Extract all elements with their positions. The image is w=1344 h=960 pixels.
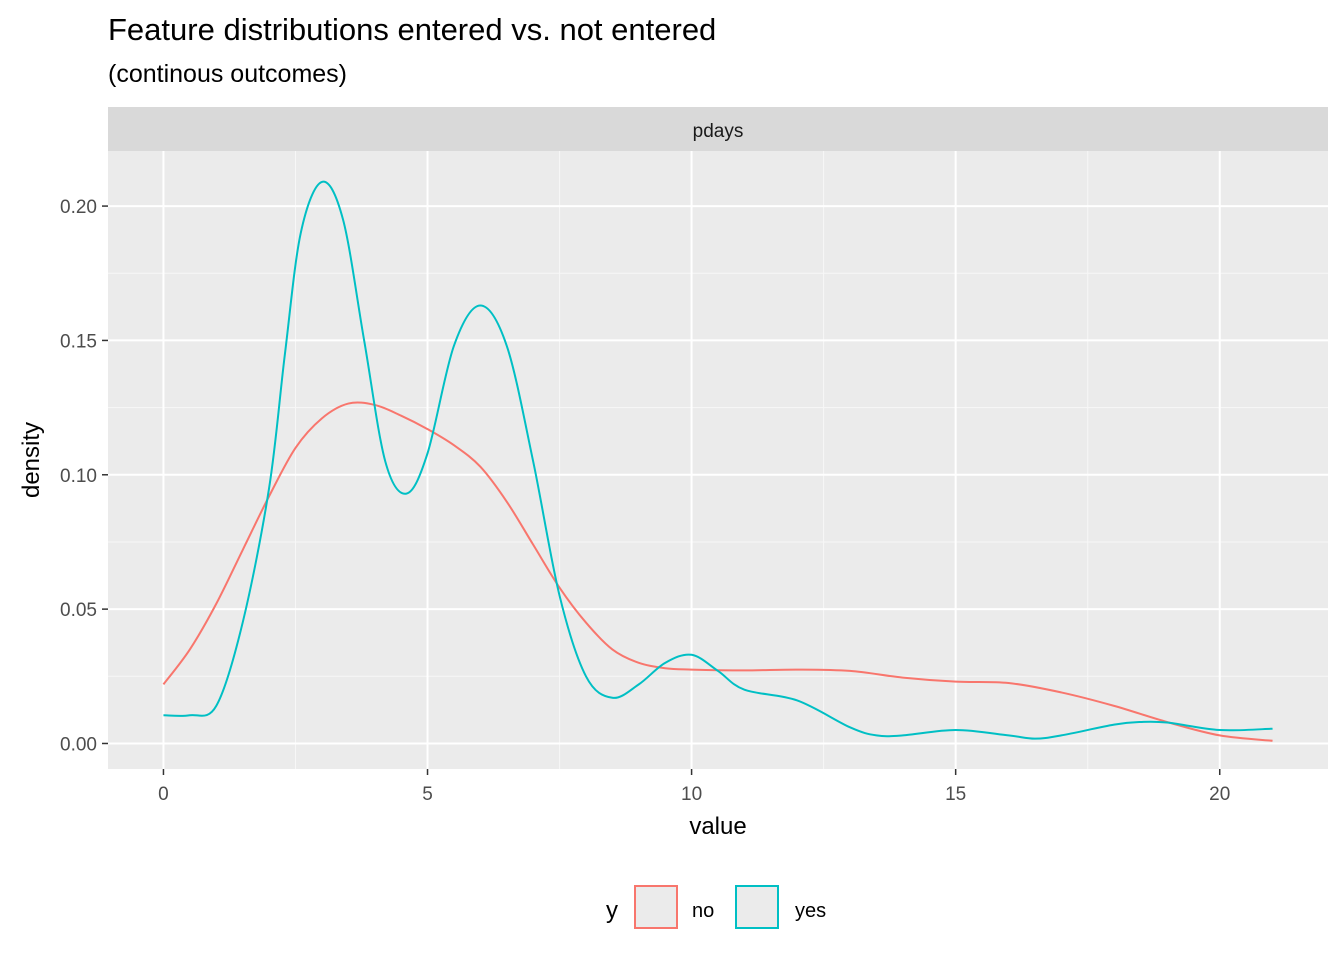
- major-grid: [108, 151, 1328, 769]
- x-tick-label: 20: [1209, 784, 1230, 805]
- series-line-yes: [163, 180, 1273, 740]
- y-tick-label: 0.00: [60, 734, 97, 755]
- chart-subtitle: (continous outcomes): [108, 60, 348, 88]
- facet-label: pdays: [693, 121, 744, 142]
- legend-label-yes: yes: [795, 900, 826, 922]
- series-lines: [162, 180, 1273, 742]
- x-tick-label: 0: [158, 784, 169, 805]
- chart-title: Feature distributions entered vs. not en…: [108, 12, 717, 47]
- legend: y no yes: [606, 885, 826, 929]
- y-tick-label: 0.05: [60, 600, 97, 621]
- series-line-no: [162, 401, 1273, 742]
- minor-grid: [108, 151, 1328, 769]
- legend-key-no: [634, 885, 678, 929]
- y-tick-label: 0.10: [60, 466, 97, 487]
- y-axis-title: density: [18, 422, 45, 498]
- x-axis-title: value: [689, 813, 746, 840]
- y-tick-label: 0.15: [60, 331, 97, 352]
- x-tick-label: 15: [945, 784, 966, 805]
- strip-background: [108, 107, 1328, 151]
- x-tick-label: 5: [422, 784, 433, 805]
- legend-label-no: no: [692, 900, 714, 922]
- legend-title: y: [606, 897, 618, 924]
- y-tick-label: 0.20: [60, 197, 97, 218]
- panel-background: [108, 151, 1328, 769]
- y-axis: 0.00 0.05 0.10 0.15 0.20: [60, 197, 108, 755]
- x-tick-label: 10: [681, 784, 702, 805]
- x-axis: 0 5 10 15 20: [158, 769, 1230, 805]
- legend-key-yes: [735, 885, 779, 929]
